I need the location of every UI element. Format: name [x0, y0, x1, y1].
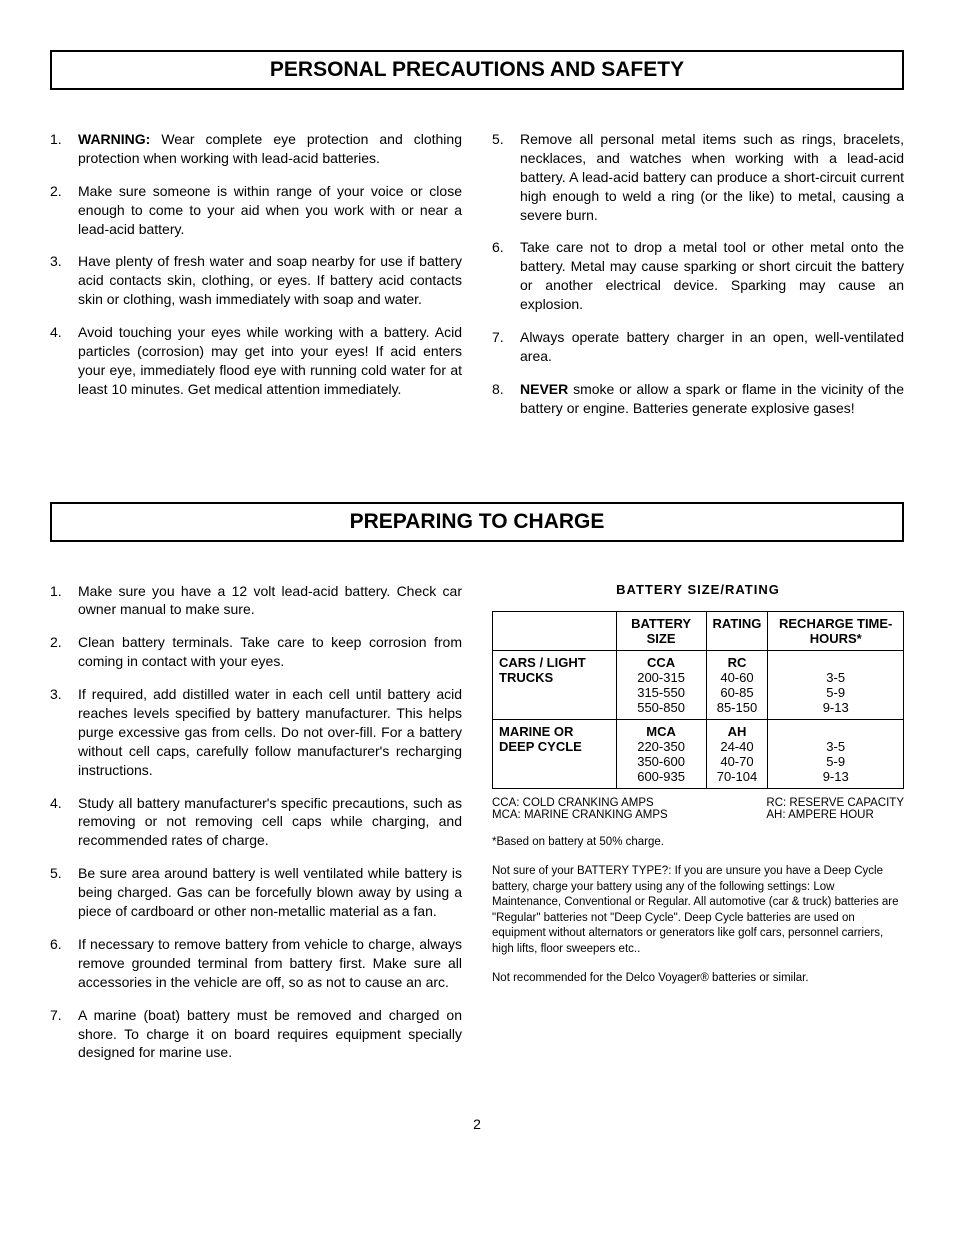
section-title-2: PREPARING TO CHARGE — [50, 502, 904, 542]
section1-right-col: Remove all personal metal items such as … — [492, 130, 904, 432]
list-item: Be sure area around battery is well vent… — [50, 864, 462, 921]
item-text: Make sure you have a 12 volt lead-acid b… — [78, 583, 462, 618]
list-item: Always operate battery charger in an ope… — [492, 328, 904, 366]
list-item: If required, add distilled water in each… — [50, 685, 462, 779]
rating-head: RC — [728, 655, 747, 670]
list-item: Study all battery manufacturer's specifi… — [50, 794, 462, 851]
legend-rc: RC: RESERVE CAPACITY — [766, 797, 904, 809]
list-item: Have plenty of fresh water and soap near… — [50, 252, 462, 309]
item-text: Take care not to drop a metal tool or ot… — [520, 239, 904, 312]
list-item: NEVER smoke or allow a spark or flame in… — [492, 380, 904, 418]
list-item: A marine (boat) battery must be removed … — [50, 1006, 462, 1063]
item-text: Make sure someone is within range of you… — [78, 183, 462, 237]
rating-table: BATTERY SIZE RATING RECHARGE TIME-HOURS*… — [492, 611, 904, 789]
section2-left-list: Make sure you have a 12 volt lead-acid b… — [50, 582, 462, 1063]
list-item: If necessary to remove battery from vehi… — [50, 935, 462, 992]
row-rating: RC40-6060-8585-150 — [706, 650, 768, 719]
rating-head: AH — [728, 724, 747, 739]
note-1: *Based on battery at 50% charge. — [492, 835, 904, 851]
item-text: If required, add distilled water in each… — [78, 686, 462, 778]
legend-mca: MCA: MARINE CRANKING AMPS — [492, 809, 668, 821]
legend: CCA: COLD CRANKING AMPS MCA: MARINE CRAN… — [492, 797, 904, 821]
legend-left: CCA: COLD CRANKING AMPS MCA: MARINE CRAN… — [492, 797, 668, 821]
section2-left-col: Make sure you have a 12 volt lead-acid b… — [50, 582, 462, 1077]
page-number: 2 — [50, 1116, 904, 1132]
th-size: BATTERY SIZE — [616, 611, 706, 650]
row-label: MARINE OR DEEP CYCLE — [493, 719, 617, 788]
item-text: Clean battery terminals. Take care to ke… — [78, 634, 462, 669]
note-3: Not recommended for the Delco Voyager® b… — [492, 971, 904, 987]
legend-right: RC: RESERVE CAPACITY AH: AMPERE HOUR — [766, 797, 904, 821]
item-text: Avoid touching your eyes while working w… — [78, 324, 462, 397]
never-bold: NEVER — [520, 381, 568, 397]
section-title-1: PERSONAL PRECAUTIONS AND SAFETY — [50, 50, 904, 90]
section1-left-col: WARNING: Wear complete eye protection an… — [50, 130, 462, 432]
section1-columns: WARNING: Wear complete eye protection an… — [50, 130, 904, 432]
legend-ah: AH: AMPERE HOUR — [766, 809, 904, 821]
list-item: Make sure you have a 12 volt lead-acid b… — [50, 582, 462, 620]
section2-columns: Make sure you have a 12 volt lead-acid b… — [50, 582, 904, 1077]
table-title: BATTERY SIZE/RATING — [492, 582, 904, 597]
warning-bold: WARNING: — [78, 131, 150, 147]
item-text: Remove all personal metal items such as … — [520, 131, 904, 223]
list-item: Make sure someone is within range of you… — [50, 182, 462, 239]
table-header-row: BATTERY SIZE RATING RECHARGE TIME-HOURS* — [493, 611, 904, 650]
item-text: A marine (boat) battery must be removed … — [78, 1007, 462, 1061]
item-text: Study all battery manufacturer's specifi… — [78, 795, 462, 849]
th-rating: RATING — [706, 611, 768, 650]
size-head: CCA — [647, 655, 675, 670]
row-time: 3-55-99-13 — [768, 719, 904, 788]
list-item: WARNING: Wear complete eye protection an… — [50, 130, 462, 168]
item-text: Always operate battery charger in an ope… — [520, 329, 904, 364]
row-size: MCA220-350350-600600-935 — [616, 719, 706, 788]
list-item: Clean battery terminals. Take care to ke… — [50, 633, 462, 671]
item-text: Have plenty of fresh water and soap near… — [78, 253, 462, 307]
section2-right-col: BATTERY SIZE/RATING BATTERY SIZE RATING … — [492, 582, 904, 1077]
table-row: CARS / LIGHT TRUCKS CCA200-315315-550550… — [493, 650, 904, 719]
row-size: CCA200-315315-550550-850 — [616, 650, 706, 719]
th-time: RECHARGE TIME-HOURS* — [768, 611, 904, 650]
item-text: Be sure area around battery is well vent… — [78, 865, 462, 919]
row-rating: AH24-4040-7070-104 — [706, 719, 768, 788]
section1-right-list: Remove all personal metal items such as … — [492, 130, 904, 418]
list-item: Take care not to drop a metal tool or ot… — [492, 238, 904, 314]
section1-left-list: WARNING: Wear complete eye protection an… — [50, 130, 462, 399]
note-2: Not sure of your BATTERY TYPE?: If you a… — [492, 864, 904, 957]
list-item: Remove all personal metal items such as … — [492, 130, 904, 224]
table-row: MARINE OR DEEP CYCLE MCA220-350350-60060… — [493, 719, 904, 788]
th-blank — [493, 611, 617, 650]
row-label: CARS / LIGHT TRUCKS — [493, 650, 617, 719]
row-time: 3-55-99-13 — [768, 650, 904, 719]
legend-cca: CCA: COLD CRANKING AMPS — [492, 797, 668, 809]
item-text: If necessary to remove battery from vehi… — [78, 936, 462, 990]
list-item: Avoid touching your eyes while working w… — [50, 323, 462, 399]
item-text: smoke or allow a spark or flame in the v… — [520, 381, 904, 416]
size-head: MCA — [646, 724, 676, 739]
